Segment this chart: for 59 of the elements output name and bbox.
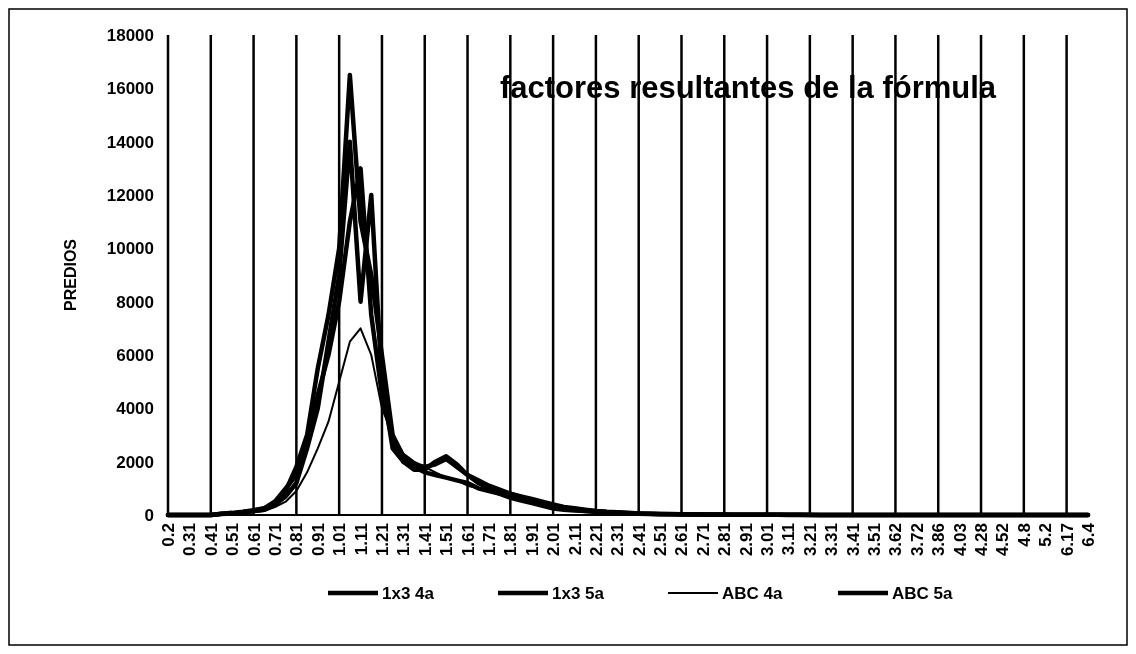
x-tick-label: 0.71 xyxy=(265,523,285,557)
y-axis-title: PREDIOS xyxy=(62,238,79,312)
x-tick-label: 3.31 xyxy=(822,523,842,557)
y-tick-label: 2000 xyxy=(116,452,154,472)
x-tick-label: 0.91 xyxy=(308,523,328,557)
x-tick-label: 4.52 xyxy=(993,523,1013,557)
x-tick-label: 1.51 xyxy=(437,523,457,557)
x-tick-label: 4.8 xyxy=(1014,523,1034,547)
x-tick-label: 3.21 xyxy=(800,523,820,557)
y-tick-label: 16000 xyxy=(106,79,154,99)
x-tick-label: 6.17 xyxy=(1057,523,1077,557)
legend-label: 1x3 5a xyxy=(552,583,605,603)
y-tick-label: 8000 xyxy=(116,292,154,312)
x-tick-label: 0.51 xyxy=(223,523,243,557)
x-tick-label: 4.03 xyxy=(950,523,970,557)
x-tick-label: 2.91 xyxy=(736,523,756,557)
x-tick-label: 1.61 xyxy=(458,523,478,557)
x-tick-label: 2.81 xyxy=(715,523,735,557)
x-tick-label: 2.21 xyxy=(586,523,606,557)
legend-label: ABC 4a xyxy=(722,583,784,603)
x-tick-label: 2.61 xyxy=(672,523,692,557)
x-tick-label: 4.28 xyxy=(972,523,992,557)
x-tick-label: 3.86 xyxy=(929,523,949,557)
x-tick-label: 0.81 xyxy=(287,523,307,557)
x-tick-label: 1.81 xyxy=(501,523,521,557)
x-tick-label: 2.41 xyxy=(629,523,649,557)
x-tick-label: 5.2 xyxy=(1036,523,1056,547)
y-tick-label: 12000 xyxy=(106,185,154,205)
x-tick-label: 3.72 xyxy=(907,523,927,557)
x-tick-label: 3.62 xyxy=(886,523,906,557)
legend-label: 1x3 4a xyxy=(382,583,435,603)
x-tick-label: 0.2 xyxy=(159,523,178,547)
x-tick-label: 1.91 xyxy=(522,523,542,557)
x-tick-label: 0.41 xyxy=(201,523,221,557)
x-tick-label: 1.71 xyxy=(479,523,499,557)
x-tick-label: 1.31 xyxy=(394,523,414,557)
y-tick-label: 6000 xyxy=(116,345,154,365)
y-tick-label: 0 xyxy=(144,505,154,525)
x-tick-label: 2.01 xyxy=(544,523,564,557)
y-tick-label: 10000 xyxy=(106,239,154,259)
x-tick-label: 3.51 xyxy=(865,523,885,557)
x-tick-label: 3.41 xyxy=(843,523,863,557)
y-tick-label: 4000 xyxy=(116,399,154,419)
x-tick-label: 0.61 xyxy=(244,523,264,557)
y-tick-label: 14000 xyxy=(106,132,154,152)
x-tick-label: 2.11 xyxy=(565,523,585,556)
x-tick-label: 3.11 xyxy=(779,523,799,556)
x-tick-label: 0.31 xyxy=(180,523,200,557)
x-tick-label: 1.41 xyxy=(415,523,435,557)
x-tick-label: 2.31 xyxy=(608,523,628,557)
x-tick-label: 1.01 xyxy=(330,523,350,557)
x-tick-label: 1.21 xyxy=(372,523,392,557)
x-tick-label: 2.51 xyxy=(651,523,671,557)
x-tick-label: 3.01 xyxy=(758,523,778,557)
legend-label: ABC 5a xyxy=(892,583,954,603)
x-tick-label: 1.11 xyxy=(351,523,371,556)
x-tick-label: 2.71 xyxy=(693,523,713,557)
y-tick-label: 18000 xyxy=(106,25,154,45)
x-tick-label: 6.4 xyxy=(1079,522,1098,547)
